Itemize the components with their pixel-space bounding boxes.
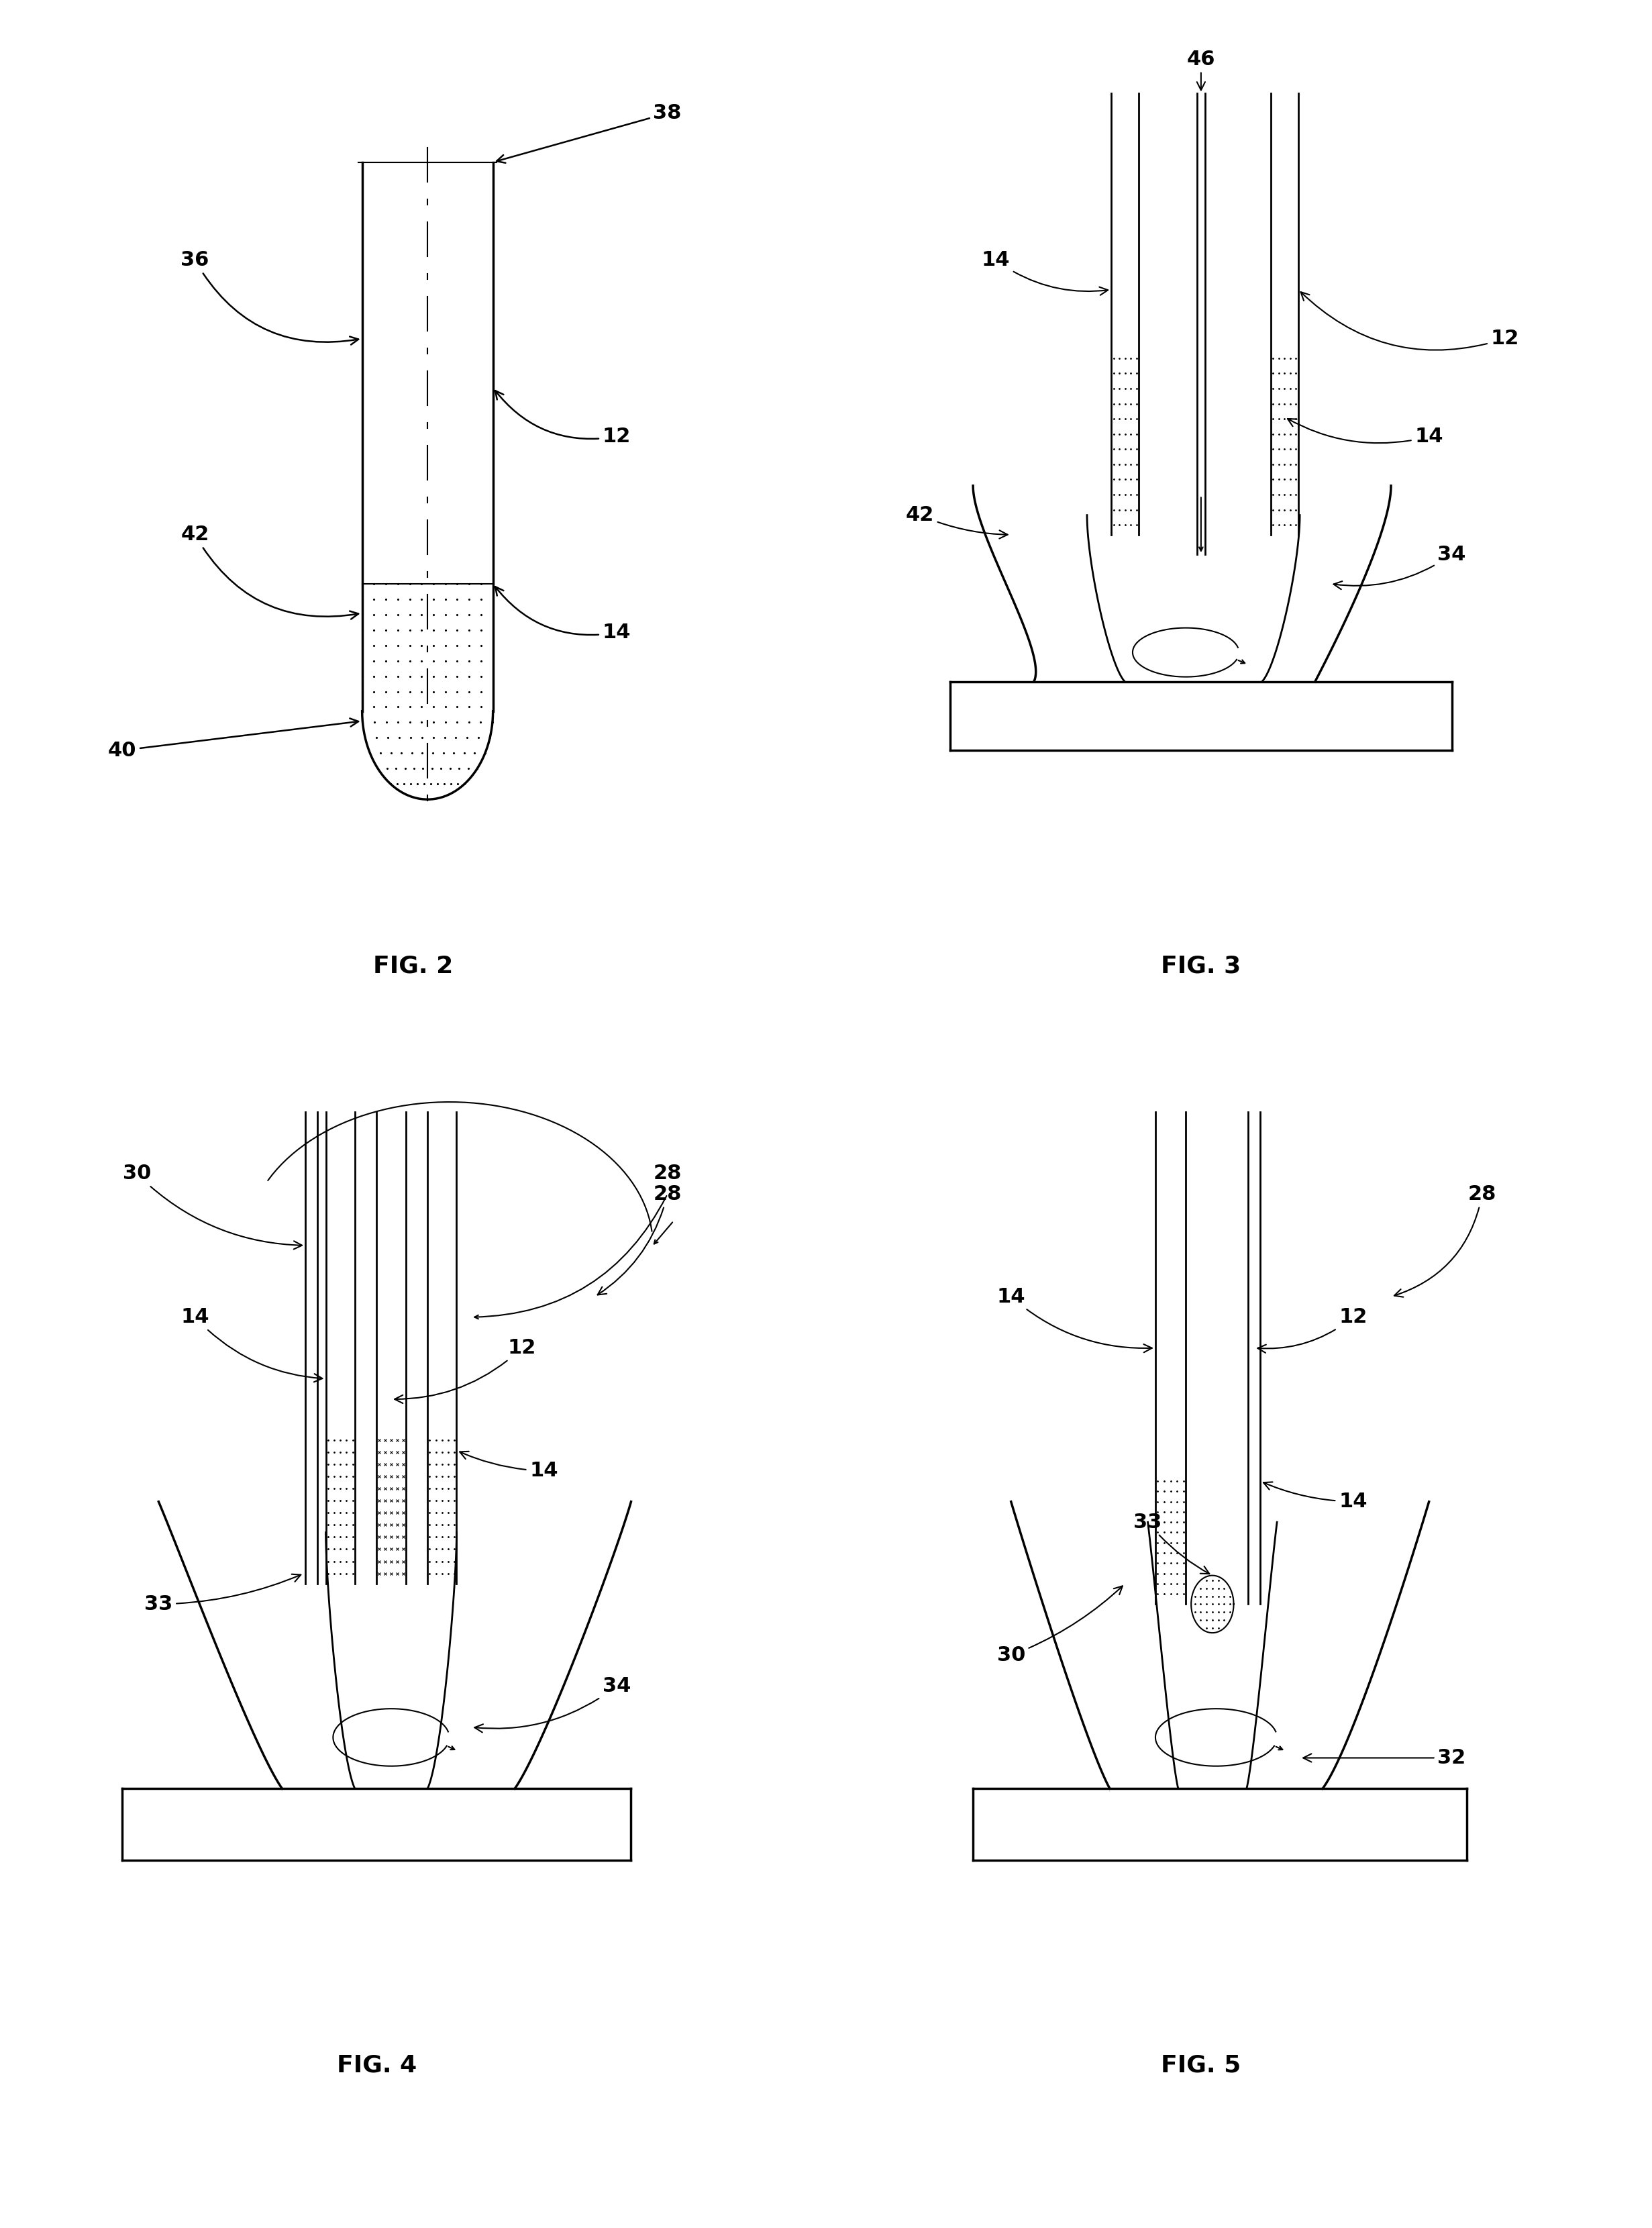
Text: 30: 30	[122, 1163, 302, 1250]
Text: 14: 14	[496, 586, 631, 642]
Text: 32: 32	[1303, 1749, 1465, 1767]
Text: 42: 42	[180, 526, 358, 619]
Text: 12: 12	[1300, 292, 1520, 350]
Text: 33: 33	[1133, 1513, 1209, 1573]
Text: FIG. 5: FIG. 5	[1161, 2054, 1241, 2076]
Text: 12: 12	[496, 390, 631, 446]
Text: 14: 14	[996, 1288, 1151, 1352]
Text: 40: 40	[107, 717, 358, 760]
Text: FIG. 4: FIG. 4	[337, 2054, 416, 2076]
Text: 14: 14	[180, 1308, 322, 1381]
Text: 34: 34	[1333, 544, 1465, 590]
Text: 14: 14	[981, 250, 1108, 294]
Text: 34: 34	[474, 1675, 631, 1733]
Text: 14: 14	[1287, 419, 1444, 446]
Text: 28: 28	[1394, 1185, 1497, 1297]
Text: 46: 46	[1186, 49, 1216, 89]
Text: FIG. 3: FIG. 3	[1161, 954, 1241, 978]
Text: 12: 12	[395, 1339, 537, 1404]
Text: 38: 38	[497, 102, 682, 163]
Text: 30: 30	[996, 1586, 1122, 1664]
Text: 28: 28	[598, 1185, 682, 1294]
Text: 14: 14	[459, 1450, 558, 1482]
Text: 42: 42	[905, 506, 1008, 539]
Text: 36: 36	[180, 250, 358, 345]
Text: 12: 12	[1257, 1308, 1368, 1352]
Text: 14: 14	[1264, 1482, 1368, 1511]
Text: FIG. 2: FIG. 2	[373, 954, 453, 978]
Text: 28: 28	[653, 1163, 682, 1183]
Text: 33: 33	[144, 1575, 301, 1613]
